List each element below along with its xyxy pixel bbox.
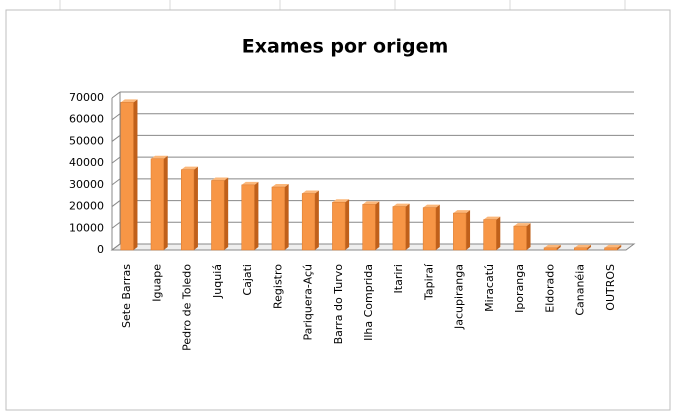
chart-title: Exames por origem (242, 36, 449, 58)
y-tick-label: 0 (97, 243, 104, 256)
x-tick-label: OUTROS (604, 264, 617, 311)
bar-side (375, 201, 380, 250)
x-tick-label: Eldorado (543, 264, 556, 313)
grid-line-side (111, 156, 121, 164)
bar-side (314, 190, 319, 250)
bar-side (405, 203, 410, 250)
y-tick-label: 70000 (69, 91, 104, 104)
x-tick-label: Miracatú (483, 264, 496, 312)
bar-side (617, 244, 622, 250)
bar (301, 193, 316, 251)
grid-line-side (111, 135, 121, 142)
bar-top (423, 204, 440, 208)
grid-line-side (111, 178, 121, 186)
bar-top (181, 166, 198, 170)
bar (543, 247, 558, 251)
bar (483, 219, 497, 251)
bar-side (466, 210, 471, 250)
bar-side (254, 181, 259, 250)
bar-side (284, 184, 289, 250)
bar (513, 225, 527, 251)
x-tick-label: Pedro de Toledo (181, 264, 194, 351)
bar-top (151, 155, 168, 159)
sheet-grid (59, 0, 626, 10)
bar-top (302, 190, 319, 194)
bar-side (556, 244, 561, 250)
grid-line-side (111, 221, 121, 229)
bar (604, 247, 618, 251)
y-tick-label: 30000 (69, 178, 104, 191)
bar-side (133, 99, 138, 250)
y-tick-label: 20000 (69, 200, 104, 213)
bar-top (604, 244, 622, 248)
bar (574, 247, 588, 251)
x-tick-label: Barra do Turvo (332, 264, 345, 345)
bar-side (526, 223, 531, 250)
x-tick-label: Iguape (150, 264, 163, 302)
bar-side (163, 155, 168, 250)
bar-top (513, 223, 531, 227)
y-tick-label: 50000 (69, 134, 104, 147)
bar (422, 207, 437, 251)
bar-top (574, 244, 591, 248)
bar-side (224, 177, 229, 250)
x-tick-label: Ilha Comprida (362, 264, 375, 341)
bar (211, 180, 225, 251)
bar-top (211, 177, 229, 181)
bar-side (435, 204, 440, 250)
x-tick-label: Jacupiranga (453, 264, 466, 330)
grid-line-side (111, 113, 121, 121)
x-tick-label: Registro (271, 264, 284, 309)
x-tick-label: Cajati (241, 264, 254, 296)
bar (332, 201, 346, 251)
bar-top (453, 210, 471, 214)
bar (120, 102, 134, 251)
y-tick-label: 40000 (69, 156, 104, 169)
grid-line-side (111, 200, 121, 207)
x-tick-label: Cananéia (574, 264, 587, 316)
bar (150, 158, 164, 251)
bar-top (332, 199, 350, 203)
bar-top (271, 184, 289, 188)
bar-top (544, 244, 561, 248)
bar-side (345, 199, 350, 250)
x-tick-label: Pariquera-Açú (302, 264, 315, 341)
bar-side (193, 166, 198, 250)
bar-top (120, 99, 138, 103)
x-tick-label: Itariri (392, 264, 405, 293)
y-tick-label: 10000 (69, 221, 104, 234)
grid-line-side (111, 91, 121, 99)
bar (241, 184, 255, 251)
bar (271, 186, 285, 251)
x-tick-label: Sete Barras (120, 264, 133, 328)
bar-side (496, 216, 501, 250)
bar-side (586, 244, 591, 250)
bar (180, 169, 195, 251)
bar-top (362, 201, 380, 205)
grid-line-side (111, 243, 121, 251)
bar (362, 204, 376, 251)
x-tick-label: Juquiá (211, 264, 224, 299)
x-tick-label: Tapiraí (422, 263, 435, 301)
bar-top (483, 216, 501, 220)
bar-top (392, 203, 410, 207)
y-tick-label: 60000 (69, 113, 104, 126)
x-tick-label: Iporanga (513, 264, 526, 313)
bar (392, 206, 406, 251)
bar (453, 212, 467, 251)
bar-top (241, 181, 259, 185)
